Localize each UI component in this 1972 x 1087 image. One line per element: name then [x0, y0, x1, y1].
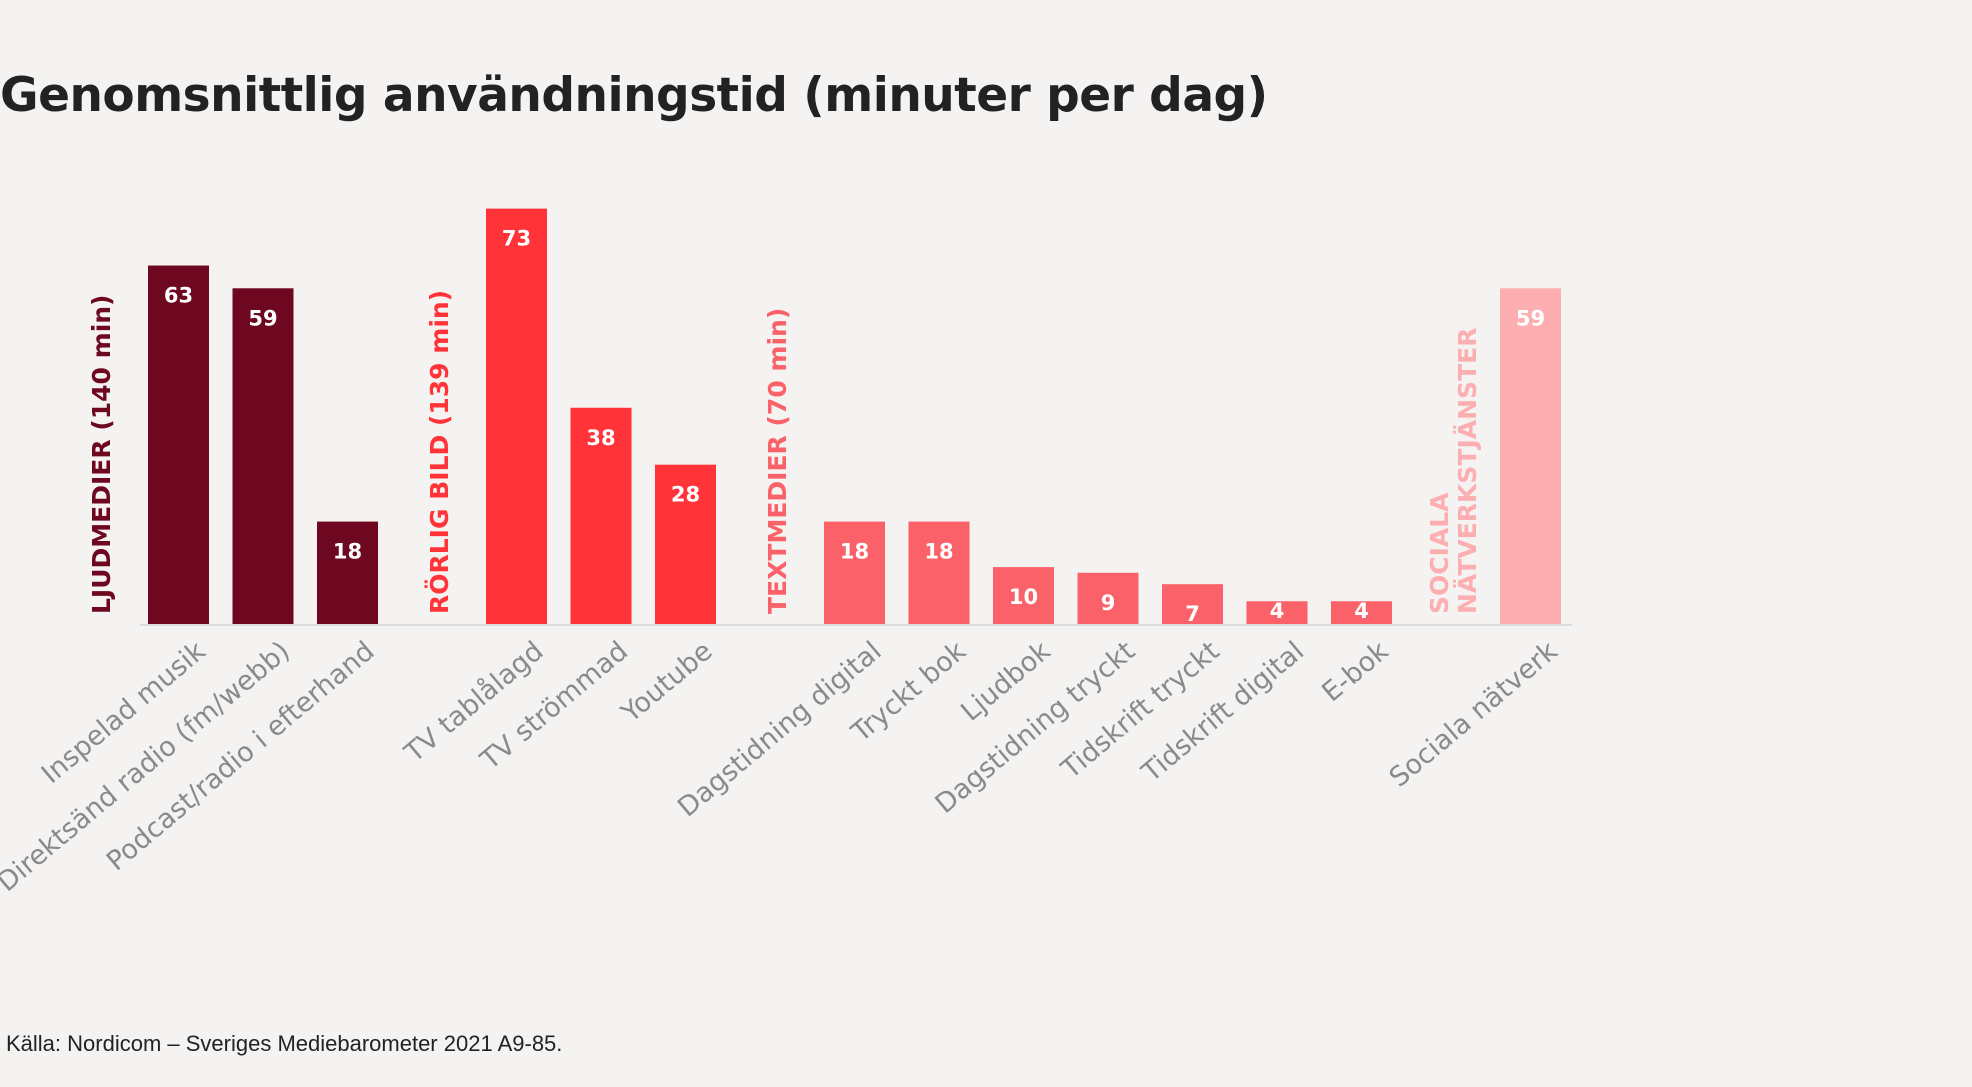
bar-ljudbok	[993, 567, 1054, 624]
bar-tidskrift-tryckt	[1162, 584, 1223, 624]
bar-tv-tablalagd	[486, 208, 547, 624]
value-label-youtube: 28	[671, 483, 700, 507]
group-label-2: RÖRLIG BILD (139 min)	[424, 290, 454, 614]
value-label-dagstidning-digital: 18	[840, 540, 869, 564]
category-label-tv-strommad: TV strömmad	[474, 636, 634, 777]
bar-dagstidning-digital	[824, 521, 885, 624]
bar-tv-strommad	[570, 407, 632, 624]
bar-dagstidning-tryckt	[1077, 572, 1139, 624]
chart-title: Genomsnittlig användningstid (minuter pe…	[0, 68, 1268, 123]
bar-sociala-natverk	[1500, 288, 1561, 624]
group-label-4: SOCIALANÄTVERKSTJÄNSTER	[1425, 328, 1482, 614]
value-label-inspelad-musik: 63	[164, 284, 193, 308]
bar-podcast-radio-i-efterhand	[317, 521, 378, 624]
value-label-tv-tablalagd: 73	[502, 227, 531, 251]
value-label-ljudbok: 10	[1009, 585, 1038, 609]
group-label-1: LJUDMEDIER (140 min)	[87, 295, 116, 614]
bar-tidskrift-digital	[1246, 601, 1308, 624]
source-note: Källa: Nordicom – Sveriges Mediebaromete…	[6, 1031, 563, 1056]
category-label-tv-tablalagd: TV tablålagd	[398, 636, 549, 770]
value-label-tryckt-bok: 18	[924, 540, 953, 564]
group-label-line: NÄTVERKSTJÄNSTER	[1452, 328, 1482, 614]
bar-inspelad-musik	[148, 265, 209, 624]
value-label-tidskrift-digital: 4	[1270, 599, 1285, 623]
value-label-sociala-natverk: 59	[1516, 306, 1545, 330]
value-label-direktsand-radio-fm-webb: 59	[248, 306, 277, 330]
category-label-youtube: Youtube	[615, 636, 718, 730]
category-label-sociala-natverk: Sociala nätverk	[1384, 635, 1564, 793]
value-label-dagstidning-tryckt: 9	[1101, 591, 1116, 615]
value-label-e-bok: 4	[1354, 599, 1369, 623]
value-label-tidskrift-tryckt: 7	[1185, 602, 1200, 626]
group-label-3: TEXTMEDIER (70 min)	[763, 308, 792, 614]
bar-direktsand-radio-fm-webb	[232, 288, 294, 624]
bar-e-bok	[1331, 601, 1392, 624]
group-label-line: SOCIALA	[1425, 492, 1454, 614]
bar-tryckt-bok	[908, 521, 970, 624]
bar-youtube	[655, 464, 716, 624]
value-label-tv-strommad: 38	[586, 426, 615, 450]
value-label-podcast-radio-i-efterhand: 18	[333, 540, 362, 564]
category-label-e-bok: E-bok	[1316, 635, 1394, 708]
